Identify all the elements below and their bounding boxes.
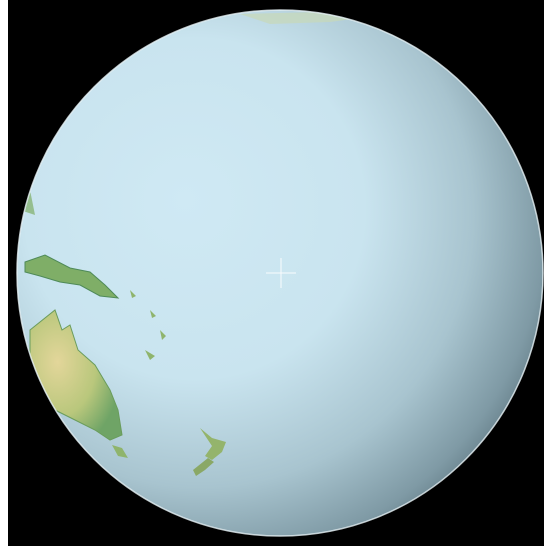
new-zealand-south (193, 458, 214, 476)
left-margin (0, 0, 8, 546)
crosshair (266, 258, 296, 288)
tasmania (112, 445, 128, 458)
new-guinea (24, 254, 120, 299)
new-zealand-north (200, 428, 226, 460)
islands (130, 290, 166, 360)
globe-rim (16, 9, 544, 537)
